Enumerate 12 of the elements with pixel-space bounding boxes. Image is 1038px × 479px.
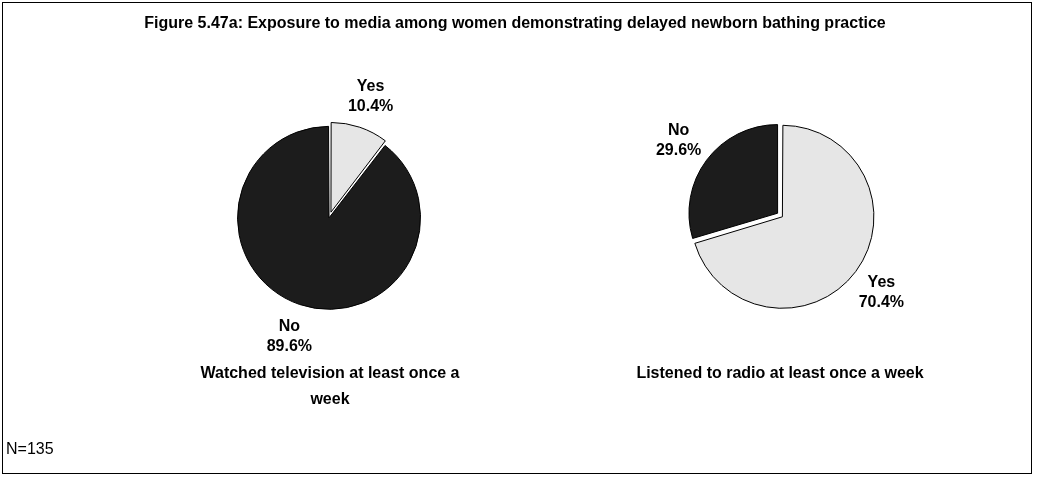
slice-label: No — [278, 316, 301, 334]
slice-label: Yes — [867, 272, 896, 290]
slice-label: No — [667, 121, 690, 139]
text: Figure 5.47a: Exposure to media among women demonstrating delayed newborn bathing practice — [143, 13, 887, 33]
slice-label: Yes — [356, 77, 385, 95]
data-label: 89.6% — [266, 336, 313, 354]
data-label: 70.4% — [858, 292, 905, 310]
data-label: 29.6% — [655, 141, 702, 159]
text: Watched television at least once a week — [199, 363, 461, 409]
text: N=135 — [6, 440, 54, 458]
text: Listened to radio at least once a week — [635, 363, 925, 383]
data-label: 10.4% — [347, 97, 394, 115]
